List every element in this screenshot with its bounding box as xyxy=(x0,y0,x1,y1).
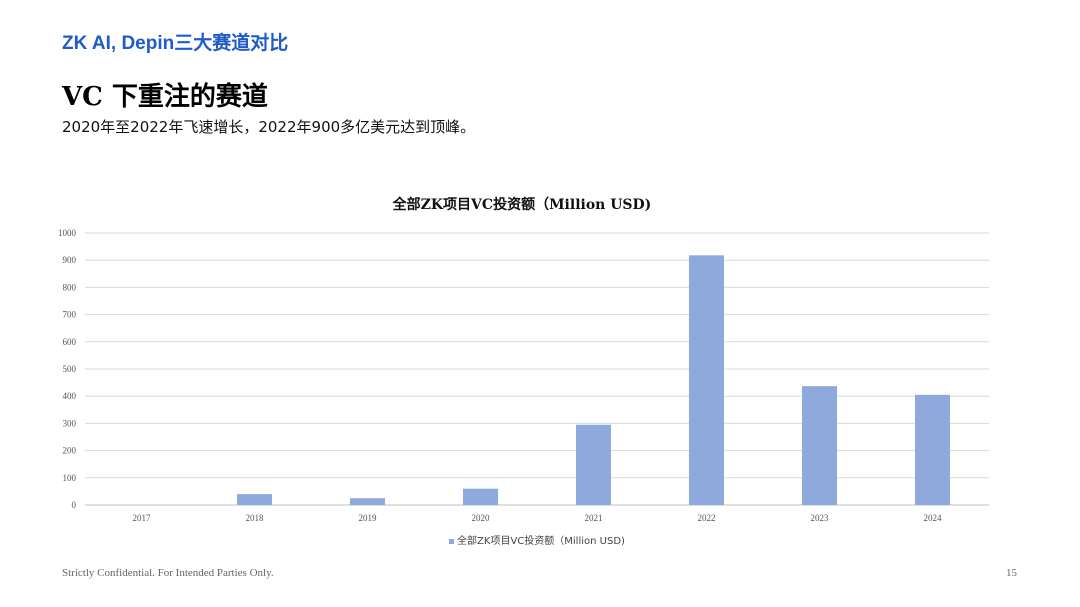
bar xyxy=(801,386,838,505)
legend-label: 全部ZK项目VC投资额（Million USD) xyxy=(457,536,625,547)
page-number: 15 xyxy=(1006,567,1017,579)
bar xyxy=(349,498,386,505)
x-tick-label: 2018 xyxy=(246,513,265,523)
x-tick-label: 2022 xyxy=(698,513,716,523)
y-tick-label: 400 xyxy=(63,391,77,401)
page-title: VC 下重注的赛道 xyxy=(62,82,268,112)
bar xyxy=(914,394,951,505)
y-tick-label: 500 xyxy=(63,364,77,374)
page-subtitle: 2020年至2022年飞速增长，2022年900多亿美元达到顶峰。 xyxy=(62,118,476,136)
y-tick-label: 300 xyxy=(63,418,77,428)
y-tick-label: 600 xyxy=(63,337,77,347)
legend-swatch xyxy=(449,538,455,544)
y-tick-label: 700 xyxy=(63,310,77,320)
bar xyxy=(462,488,499,505)
x-tick-label: 2020 xyxy=(472,513,491,523)
bar xyxy=(575,424,612,505)
y-tick-label: 100 xyxy=(63,473,77,483)
y-tick-label: 1000 xyxy=(58,228,77,238)
section-title: ZK AI, Depin三大赛道对比 xyxy=(62,33,289,54)
chart-legend: 全部ZK项目VC投资额（Million USD) xyxy=(0,532,1074,547)
bar xyxy=(688,255,725,505)
x-tick-label: 2023 xyxy=(811,513,830,523)
x-tick-label: 2019 xyxy=(359,513,378,523)
y-tick-label: 200 xyxy=(63,446,77,456)
y-tick-label: 900 xyxy=(63,255,77,265)
x-tick-label: 2021 xyxy=(585,513,603,523)
chart-title: 全部ZK项目VC投资额（Million USD) xyxy=(392,197,652,213)
y-tick-label: 800 xyxy=(63,282,77,292)
y-tick-label: 0 xyxy=(72,500,77,510)
confidential-notice: Strictly Confidential. For Intended Part… xyxy=(62,567,274,579)
x-tick-label: 2024 xyxy=(924,513,943,523)
x-tick-label: 2017 xyxy=(133,513,152,523)
bar xyxy=(236,494,273,505)
